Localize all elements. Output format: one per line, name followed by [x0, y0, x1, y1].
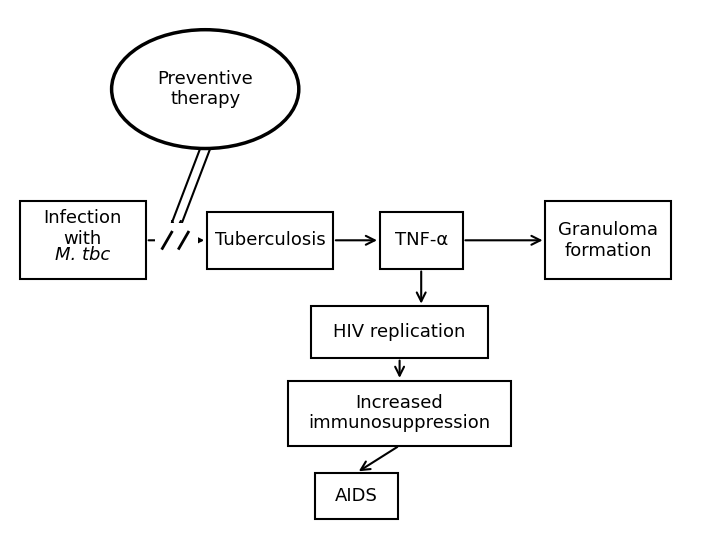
Bar [546, 201, 671, 280]
Text: HIV replication: HIV replication [333, 323, 466, 341]
Text: Increased
immunosuppression: Increased immunosuppression [309, 394, 490, 433]
Text: AIDS: AIDS [335, 487, 378, 505]
Text: M. tbc: M. tbc [55, 246, 110, 265]
Bar [155, 223, 198, 258]
Text: Granuloma
formation: Granuloma formation [559, 221, 658, 260]
Ellipse shape [112, 30, 299, 148]
Text: Preventive
therapy: Preventive therapy [158, 70, 253, 109]
Text: Infection
with: Infection with [44, 209, 122, 248]
Bar [380, 212, 462, 268]
Text: TNF-α: TNF-α [395, 231, 448, 249]
Bar [312, 307, 488, 357]
Bar [315, 473, 397, 518]
Bar [20, 201, 145, 280]
Bar [207, 212, 333, 268]
Bar [288, 381, 511, 446]
Text: Tuberculosis: Tuberculosis [215, 231, 325, 249]
